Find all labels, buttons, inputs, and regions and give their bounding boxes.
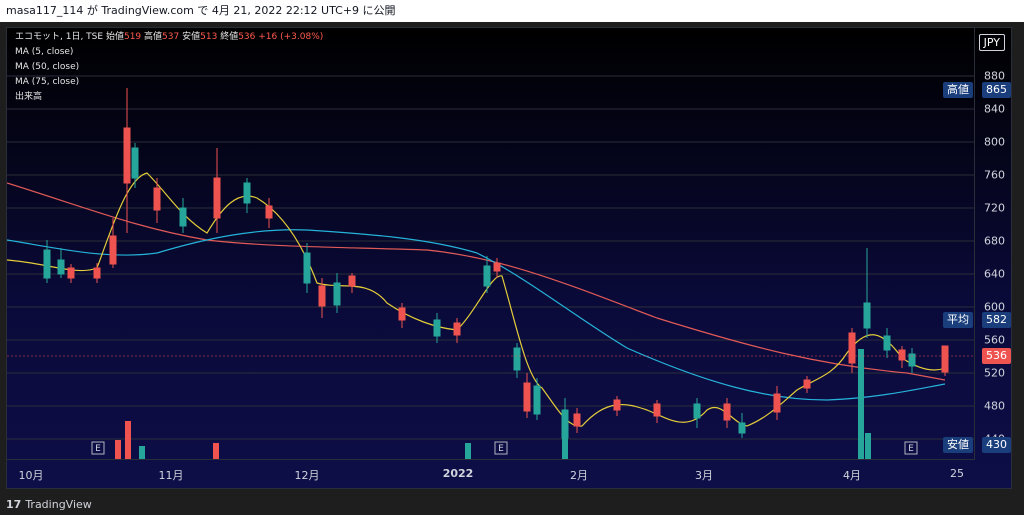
low-label: 安値 [182,32,201,42]
y-tick: 720 [984,201,1005,215]
change-value: +16 (+3.08%) [258,32,324,42]
earnings-markers: E E E [91,441,918,455]
chart-legend: エコモット, 1日, TSE 始値519 高値537 安値513 終値536 +… [15,30,323,105]
open-label: 始値 [105,32,124,42]
brand-label: TradingView [25,498,92,511]
y-tick: 520 [984,366,1005,380]
ma75-line [6,182,946,381]
currency-button[interactable]: JPY [978,34,1005,51]
ma50-line [6,229,946,401]
y-tick: 880 [984,69,1005,83]
legend-volume[interactable]: 出来高 [15,92,43,102]
legend-ma5[interactable]: MA (5, close) [15,47,74,57]
published-by-text: masa117_114 が TradingView.com で 4月 21, 2… [6,4,396,17]
y-tick: 800 [984,135,1005,149]
close-label: 終値 [220,32,239,42]
svg-text:E: E [908,444,914,454]
high-value-tag: 865 [982,82,1011,98]
candles [43,88,949,448]
x-tick: 4月 [843,469,861,482]
last-price-tag: 536 [982,348,1011,364]
low-value: 513 [200,32,218,42]
avg-value-tag: 582 [982,312,1011,328]
chart-canvas: E E E [6,75,975,460]
volume-bars [115,349,871,460]
y-tick: 840 [984,102,1005,116]
high-label: 高値 [144,32,163,42]
x-tick: 25 [950,467,964,480]
x-tick: 3月 [695,469,713,482]
high-value: 537 [162,32,180,42]
avg-label-tag: 平均 [943,312,973,328]
x-tick: 2月 [570,469,588,482]
svg-text:E: E [498,444,504,454]
legend-ma75[interactable]: MA (75, close) [15,77,80,87]
y-tick: 480 [984,399,1005,413]
x-tick: 11月 [158,469,184,482]
low-value-tag: 430 [982,437,1011,453]
open-value: 519 [123,32,142,42]
published-by-bar: masa117_114 が TradingView.com で 4月 21, 2… [0,0,1024,22]
time-axis[interactable]: 10月 11月 12月 2022 2月 3月 4月 25 [7,459,975,488]
x-tick: 12月 [294,469,320,482]
x-tick: 2022 [442,467,474,480]
x-tick: 10月 [18,469,44,482]
y-tick: 560 [984,333,1005,347]
y-tick: 760 [984,168,1005,182]
brand-footer: 17 TradingView [6,498,92,511]
y-tick: 680 [984,234,1005,248]
legend-ma50[interactable]: MA (50, close) [15,62,80,72]
svg-text:E: E [95,444,101,454]
high-label-tag: 高値 [943,82,973,98]
price-chart[interactable]: E E E エコモット, 1日, TSE 始値519 高値537 安値513 終… [6,27,1012,489]
y-tick: 640 [984,267,1005,281]
low-label-tag: 安値 [943,437,973,453]
tradingview-logo-icon: 17 [6,498,22,511]
symbol-ohlc-row: エコモット, 1日, TSE 始値519 高値537 安値513 終値536 +… [15,30,323,45]
y-tick: 600 [984,300,1005,314]
symbol-label: エコモット, 1日, TSE [15,32,104,42]
close-value: 536 [238,32,256,42]
price-axis[interactable]: JPY 880 840 800 760 720 680 640 600 560 … [974,28,1011,460]
